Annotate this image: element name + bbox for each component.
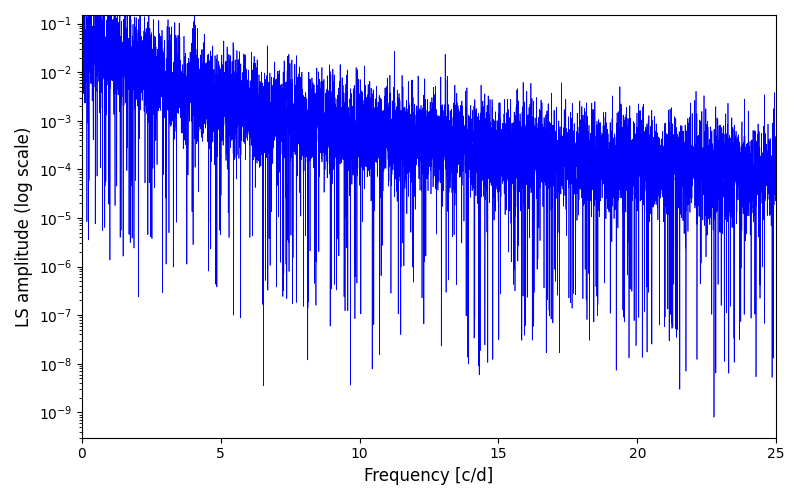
X-axis label: Frequency [c/d]: Frequency [c/d] xyxy=(364,467,494,485)
Y-axis label: LS amplitude (log scale): LS amplitude (log scale) xyxy=(15,126,33,326)
